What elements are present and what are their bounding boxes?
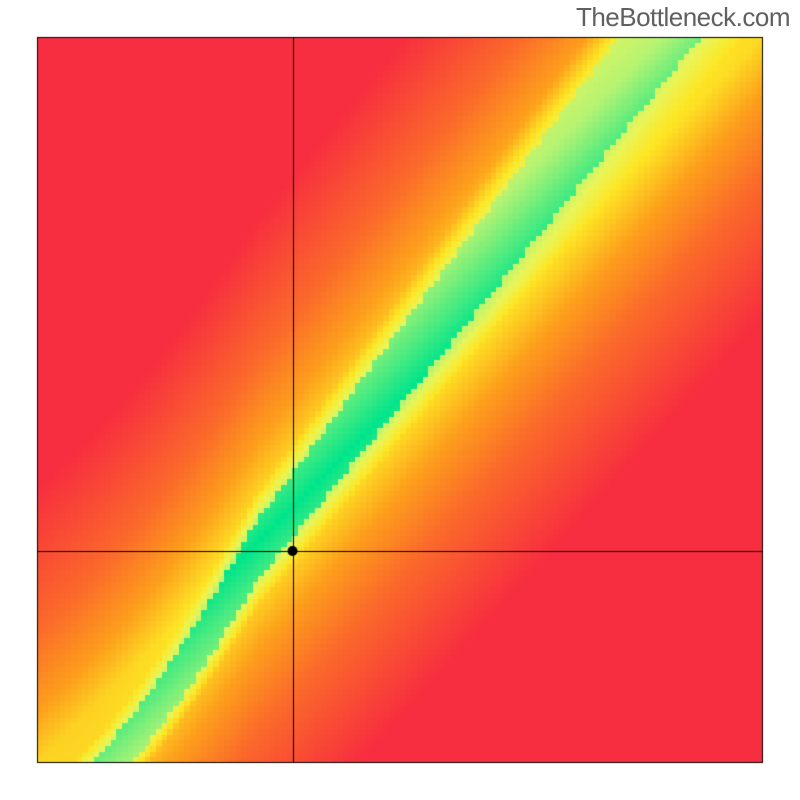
watermark-text: TheBottleneck.com: [576, 2, 790, 33]
chart-container: TheBottleneck.com: [0, 0, 800, 800]
heatmap-canvas: [0, 0, 800, 800]
